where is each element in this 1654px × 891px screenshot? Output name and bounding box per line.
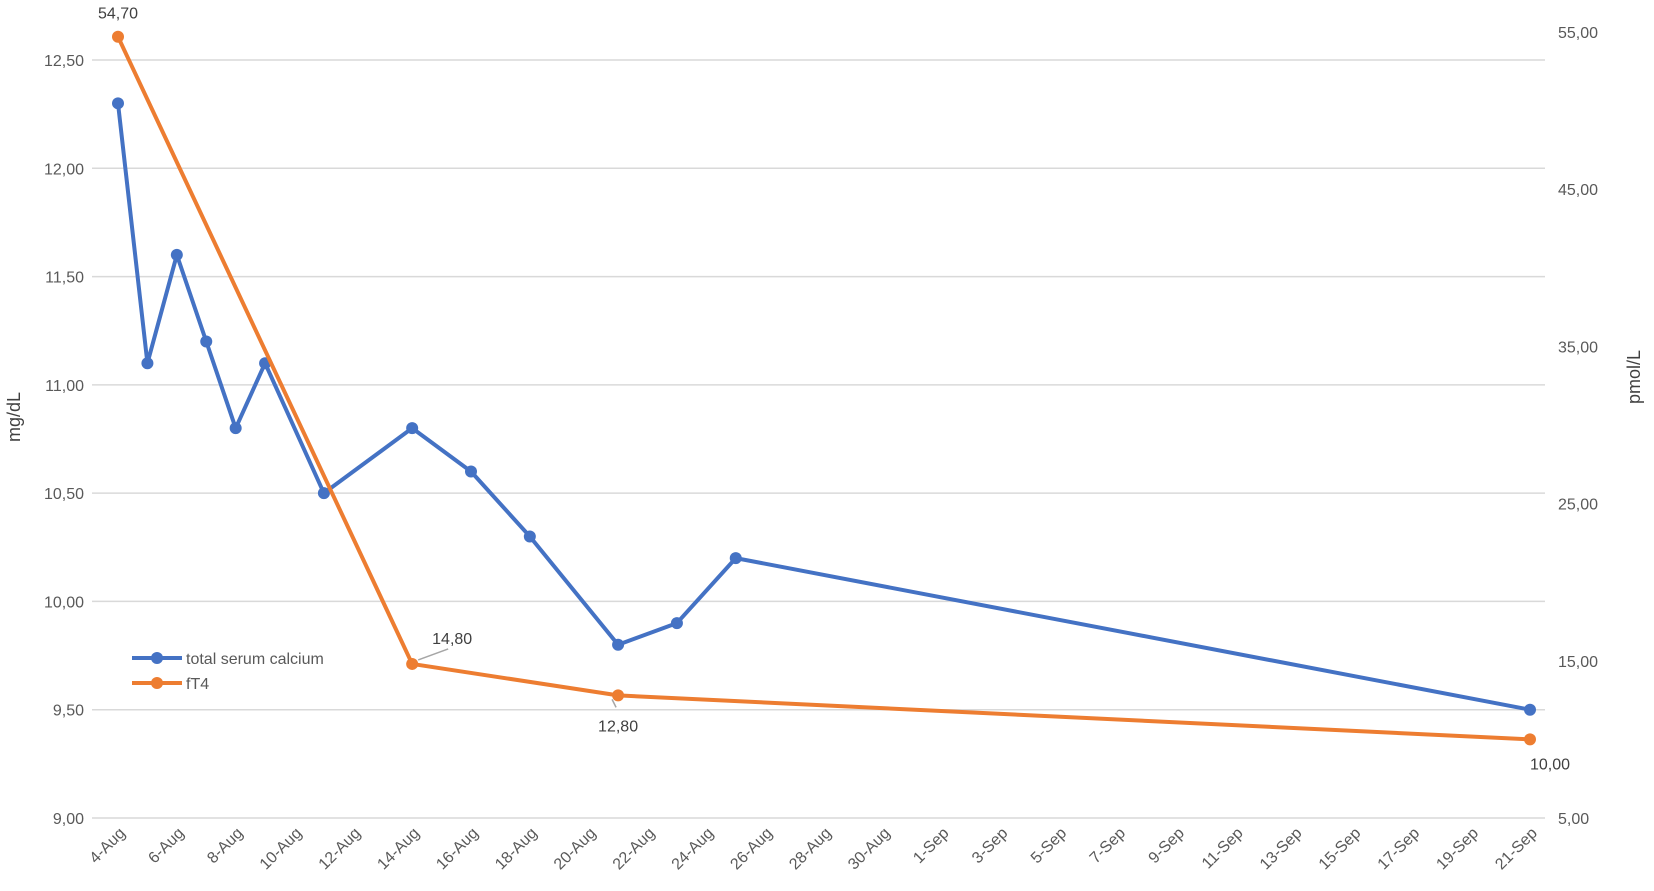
data-point [112, 97, 124, 110]
x-tick-label: 28-Aug [786, 825, 835, 874]
x-tick-label: 18-Aug [492, 825, 541, 874]
x-tick-label: 16-Aug [433, 825, 482, 874]
legend: total serum calcium fT4 [132, 651, 324, 693]
x-tick-label: 12-Aug [316, 825, 365, 874]
x-axis-ticks: 4-Aug 6-Aug 8-Aug 10-Aug 12-Aug 14-Aug 16-Aug 1… [87, 825, 1541, 874]
legend-swatch-marker [151, 652, 163, 664]
data-point [1524, 703, 1536, 716]
data-point [229, 422, 242, 435]
leader-line [417, 648, 449, 661]
data-point [317, 487, 330, 500]
y2-tick-label: 55,00 [1558, 25, 1598, 42]
data-point [406, 422, 419, 435]
data-point [141, 357, 154, 370]
data-label: 10,00 [1530, 756, 1570, 773]
leader-line [611, 699, 617, 708]
x-tick-label: 15-Sep [1316, 825, 1365, 874]
data-point [465, 465, 477, 478]
legend-swatch-marker [151, 677, 163, 689]
x-tick-label: 1-Sep [910, 825, 952, 867]
x-tick-label: 26-Aug [727, 825, 776, 874]
x-tick-label: 22-Aug [610, 825, 659, 874]
x-tick-label: 13-Sep [1257, 825, 1306, 874]
series-line-total-serum-calcium [116, 103, 1531, 712]
data-point [612, 638, 625, 651]
x-tick-label: 4-Aug [87, 825, 129, 867]
series-line-ft4 [116, 35, 1531, 742]
x-tick-label: 9-Sep [1146, 825, 1188, 867]
data-point [1524, 733, 1536, 746]
legend-label: total serum calcium [186, 651, 324, 668]
y-tick-label: 11,00 [45, 378, 84, 395]
x-tick-label: 7-Sep [1087, 825, 1129, 867]
y2-tick-label: 5,00 [1558, 811, 1589, 828]
data-point [200, 335, 213, 348]
y-tick-label: 12,00 [44, 161, 84, 178]
x-tick-label: 17-Sep [1375, 825, 1424, 874]
y2-tick-label: 15,00 [1558, 654, 1598, 671]
y2-tick-label: 25,00 [1558, 497, 1598, 514]
y-tick-label: 10,00 [44, 594, 84, 611]
series-layer [112, 30, 1536, 746]
x-tick-label: 19-Sep [1433, 825, 1482, 874]
x-tick-label: 3-Sep [969, 825, 1011, 867]
data-label: 12,80 [598, 718, 638, 735]
data-point [523, 530, 536, 543]
y-tick-label: 11,50 [45, 270, 84, 287]
data-point [612, 689, 625, 702]
data-label: 14,80 [432, 631, 472, 648]
data-point [170, 248, 183, 261]
x-tick-label: 24-Aug [669, 825, 718, 874]
data-point [729, 552, 742, 565]
right-axis-ticks: 5,00 15,00 25,00 35,00 45,00 55,00 [1558, 25, 1598, 828]
x-tick-label: 10-Aug [257, 825, 306, 874]
x-tick-label: 5-Sep [1028, 825, 1070, 867]
x-tick-label: 20-Aug [551, 825, 600, 874]
y-tick-label: 9,00 [53, 811, 84, 828]
y-tick-label: 10,50 [44, 486, 84, 503]
x-tick-label: 14-Aug [374, 825, 423, 874]
x-tick-label: 11-Sep [1199, 825, 1247, 873]
x-tick-label: 6-Aug [145, 825, 187, 867]
data-point [406, 657, 419, 670]
data-point [112, 30, 124, 43]
y2-tick-label: 45,00 [1558, 182, 1598, 199]
left-axis-title: mg/dL [4, 392, 24, 442]
right-axis-title: pmol/L [1624, 350, 1644, 404]
x-tick-label: 21-Sep [1492, 825, 1541, 874]
data-point [670, 617, 683, 630]
x-tick-label: 8-Aug [204, 825, 246, 867]
y-tick-label: 9,50 [53, 703, 84, 720]
legend-label: fT4 [186, 676, 209, 693]
data-label: 54,70 [98, 6, 138, 23]
left-axis-ticks: 9,00 9,50 10,00 10,50 11,00 11,50 12,00 12,50 [44, 53, 84, 828]
y-tick-label: 12,50 [44, 53, 84, 70]
x-tick-label: 30-Aug [845, 825, 894, 874]
y2-tick-label: 35,00 [1558, 339, 1598, 356]
data-labels: 54,70 14,80 12,80 10,00 [98, 6, 1570, 774]
